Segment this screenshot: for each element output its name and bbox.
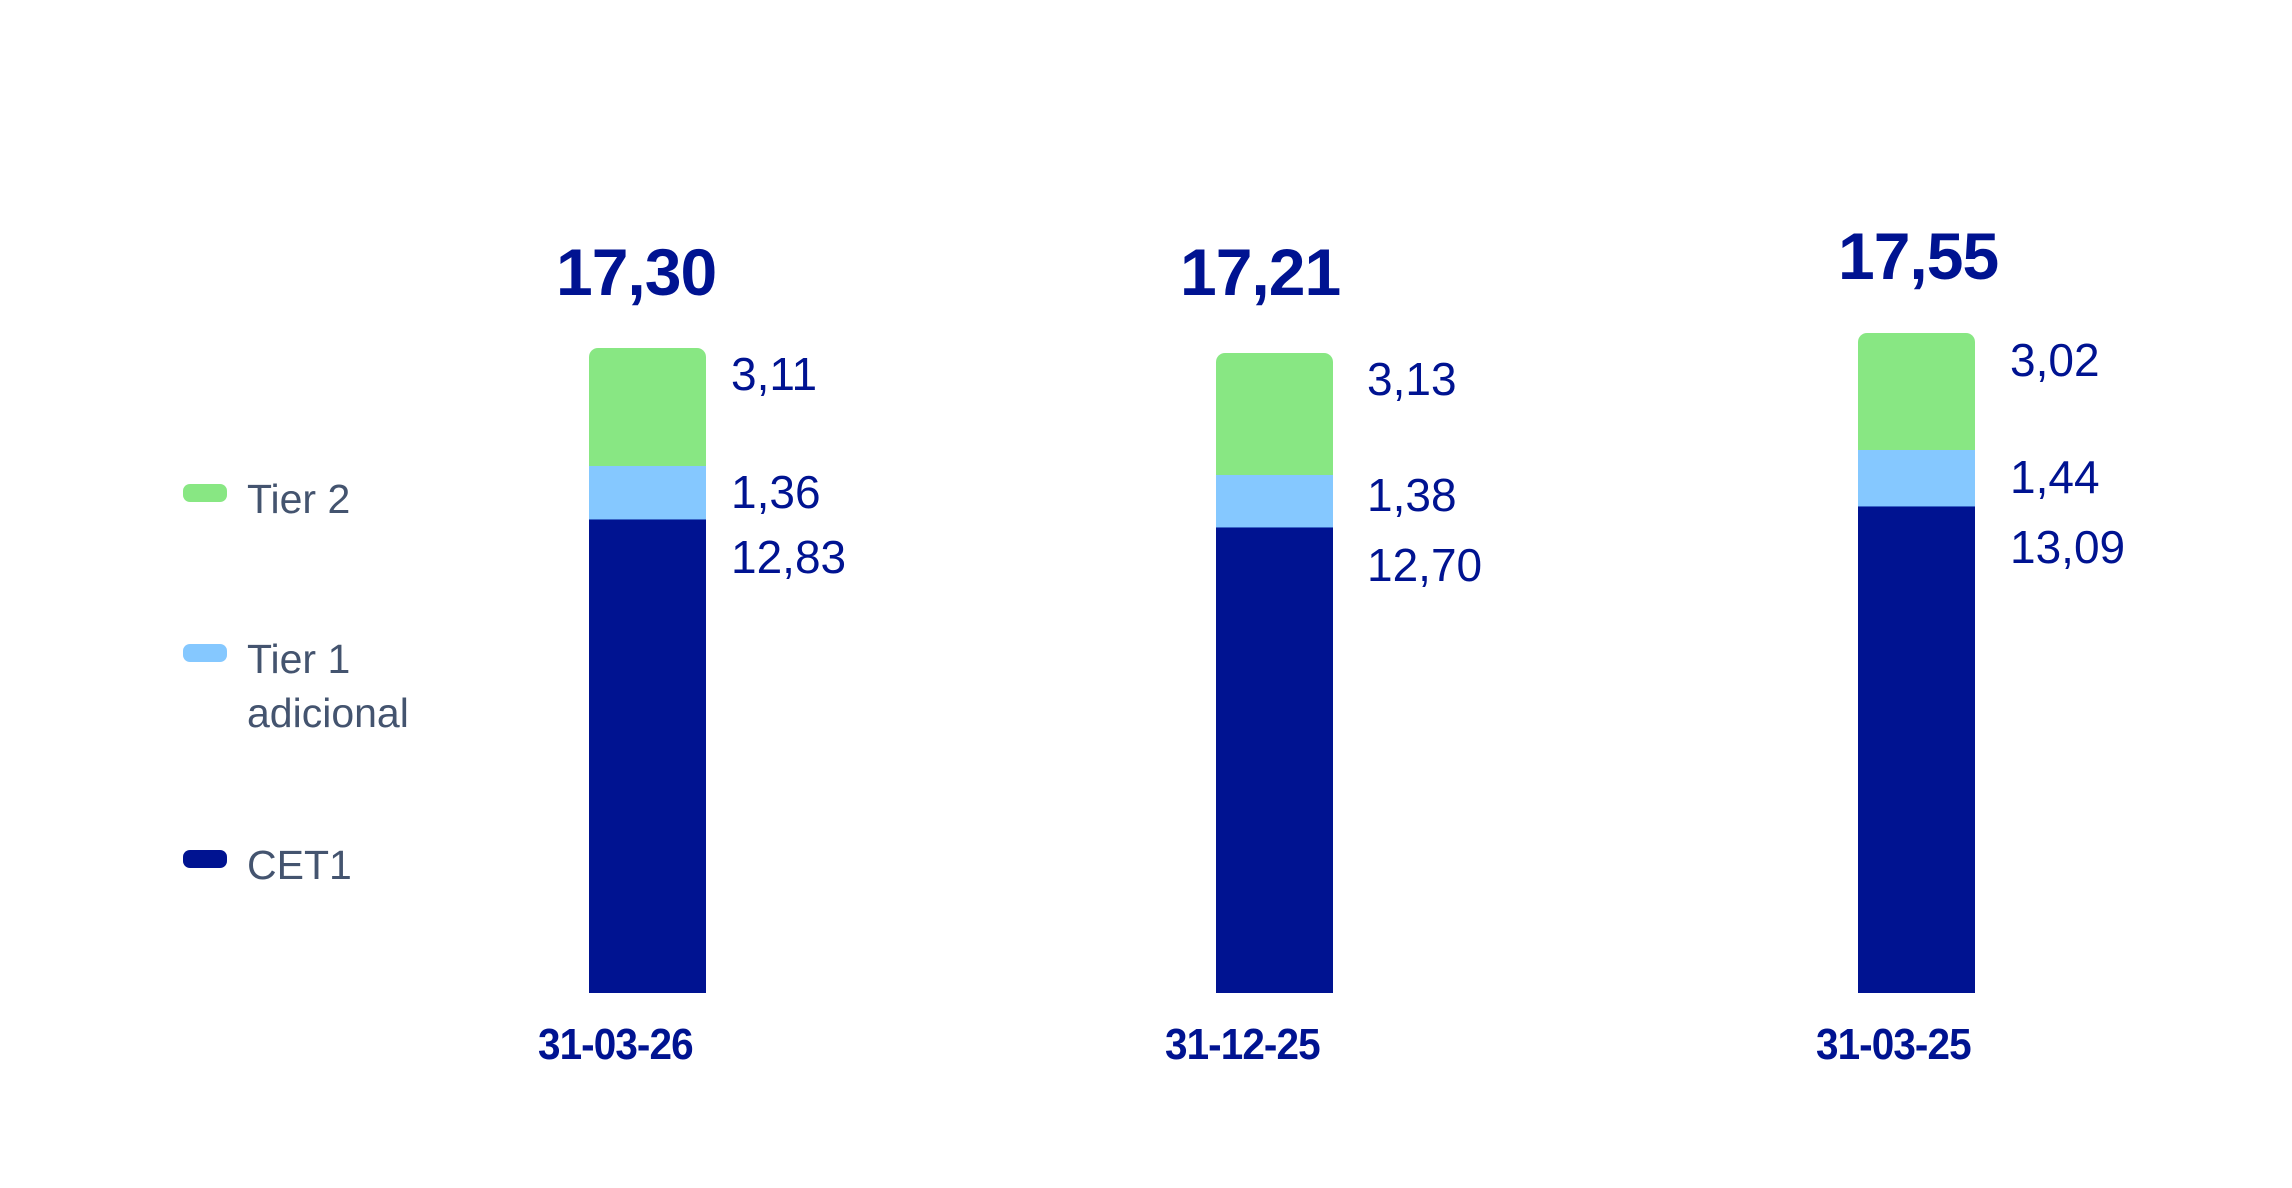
category-label: 31-03-26 [538,1020,694,1069]
value-label-tier1-adicional: 1,38 [1367,469,1457,521]
value-label-tier2: 3,11 [731,348,818,400]
legend-label-tier2: Tier 2 [247,476,351,522]
stacked-bar [1858,333,1975,993]
stacked-bar [1216,353,1333,993]
legend-item-tier1-adicional: Tier 1 adicional [183,632,409,740]
legend-item-cet1: CET1 [183,838,352,892]
value-label-cet1: 12,70 [1367,539,1483,591]
legend-label-line1: Tier 1 [247,636,351,682]
value-label-tier2: 3,13 [1367,353,1457,405]
bar-segment-tier2 [1216,353,1333,475]
category-label: 31-03-25 [1816,1020,1972,1069]
bar-segment-tier1-adicional [589,466,706,520]
category-label: 31-12-25 [1165,1020,1321,1069]
legend-label-line2: adicional [247,690,409,736]
value-label-tier2: 3,02 [2010,334,2100,386]
value-label-cet1: 13,09 [2010,521,2126,573]
total-label: 17,55 [1838,219,1999,293]
stacked-bar [589,348,706,993]
bar-segment-cet1 [1216,528,1333,993]
legend-label-tier1-adicional: Tier 1 adicional [247,632,409,740]
legend-label-cet1: CET1 [247,842,352,888]
legend-swatch-tier1-adicional [183,644,227,662]
bar-segment-cet1 [589,520,706,993]
value-label-tier1-adicional: 1,44 [2010,451,2100,503]
legend-swatch-cet1 [183,850,227,868]
bar-segment-cet1 [1858,507,1975,993]
bar-segment-tier1-adicional [1858,450,1975,507]
bar-segment-tier1-adicional [1216,475,1333,528]
total-label: 17,21 [1180,235,1341,309]
legend-swatch-tier2 [183,484,227,502]
bar-segment-tier2 [1858,333,1975,450]
value-label-tier1-adicional: 1,36 [731,466,821,518]
bar-segment-tier2 [589,348,706,466]
total-label: 17,30 [556,235,717,309]
value-label-cet1: 12,83 [731,531,847,583]
legend-item-tier2: Tier 2 [183,472,350,526]
